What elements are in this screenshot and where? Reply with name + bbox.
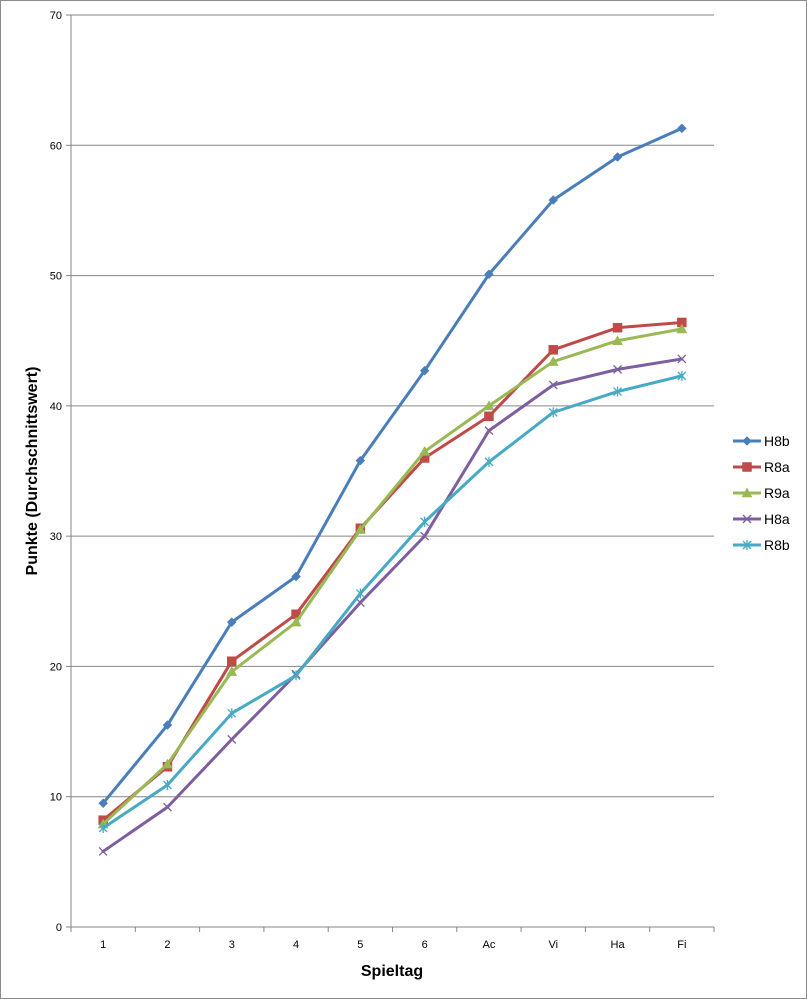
series-group <box>97 123 688 856</box>
x-tick-label: Vi <box>548 939 558 951</box>
data-point <box>98 846 108 856</box>
x-tick-label: 3 <box>229 939 235 951</box>
series-line <box>101 327 684 826</box>
data-point <box>98 798 109 809</box>
data-point <box>355 455 366 466</box>
x-tick-label: 2 <box>164 939 170 951</box>
y-tick-label: 40 <box>50 401 62 413</box>
series-r9a <box>97 323 688 829</box>
data-point <box>162 779 172 790</box>
y-tick-label: 70 <box>50 10 62 22</box>
data-point <box>484 269 494 280</box>
y-tick-label: 30 <box>50 531 62 543</box>
series-line <box>101 357 684 853</box>
data-point <box>354 524 366 534</box>
data-point <box>419 365 430 376</box>
data-point <box>676 323 688 334</box>
series-line <box>101 126 684 805</box>
data-point <box>483 400 495 411</box>
legend-marker <box>742 436 752 446</box>
x-tick-label: 5 <box>357 939 363 951</box>
y-tick-label: 60 <box>50 140 62 152</box>
data-point <box>98 822 108 833</box>
data-point <box>547 356 559 366</box>
data-point <box>612 152 623 162</box>
y-tick-label: 0 <box>56 922 62 934</box>
data-point <box>420 531 430 541</box>
x-tick-label: 4 <box>293 939 299 951</box>
legend-marker <box>741 487 753 498</box>
data-point <box>291 670 301 681</box>
y-axis-title: Punkte (Durchschnittswert) <box>24 367 41 576</box>
gridlines <box>71 14 714 798</box>
data-point <box>548 195 559 205</box>
series-h8a <box>98 354 687 856</box>
data-point <box>162 802 172 812</box>
data-point <box>355 598 365 608</box>
data-point <box>548 407 558 418</box>
legend-label: R8a <box>764 459 790 475</box>
x-tick-label: 6 <box>422 939 428 951</box>
legend-label: R9a <box>764 485 790 501</box>
data-point <box>548 345 558 355</box>
data-point <box>613 364 623 374</box>
legend-label: R8b <box>764 537 790 553</box>
data-point <box>355 588 365 599</box>
data-point <box>162 720 173 730</box>
y-tick-label: 10 <box>50 792 62 804</box>
legend-item: H8a <box>733 511 790 527</box>
legend-item: R9a <box>733 485 790 501</box>
x-tick-label: Fi <box>677 939 686 951</box>
legend-item: R8b <box>733 537 790 553</box>
y-tick-label: 50 <box>50 271 62 283</box>
data-point <box>419 445 431 456</box>
y-tick-label: 20 <box>50 661 62 673</box>
series-line <box>101 374 684 830</box>
data-point <box>677 354 687 364</box>
legend-marker <box>742 462 752 472</box>
data-point <box>484 426 494 436</box>
x-tick-label: 1 <box>100 939 106 951</box>
data-point <box>227 656 237 666</box>
x-tick-label: Ha <box>611 939 626 951</box>
data-point <box>612 335 623 345</box>
data-point <box>290 616 302 627</box>
data-point <box>612 322 623 333</box>
data-point <box>484 456 494 467</box>
data-point <box>613 386 623 397</box>
data-point <box>484 411 494 422</box>
data-point <box>162 758 173 769</box>
data-point <box>227 734 237 744</box>
x-axis-title: Spieltag <box>361 963 423 980</box>
data-point <box>226 617 237 627</box>
series-h8b <box>98 123 687 809</box>
data-point <box>291 571 301 582</box>
data-point <box>227 708 237 719</box>
data-point <box>676 123 687 134</box>
data-point <box>548 380 558 390</box>
data-point <box>226 666 238 676</box>
legend: H8b R8a R9a H8a R8b <box>733 433 790 553</box>
data-point <box>677 370 687 381</box>
series-line <box>101 320 684 822</box>
legend-label: H8b <box>764 433 790 449</box>
x-tick-label: Ac <box>483 939 496 951</box>
series-r8b <box>98 370 687 833</box>
legend-marker <box>742 540 752 550</box>
legend-marker <box>742 514 752 524</box>
legend-item: R8a <box>733 459 790 475</box>
axes: 0 10 20 30 40 50 60 70 1 2 3 4 5 6 Ac Vi Ha Fi <box>50 10 715 951</box>
legend-item: H8b <box>733 433 790 449</box>
legend-label: H8a <box>764 511 790 527</box>
data-point <box>420 516 430 527</box>
